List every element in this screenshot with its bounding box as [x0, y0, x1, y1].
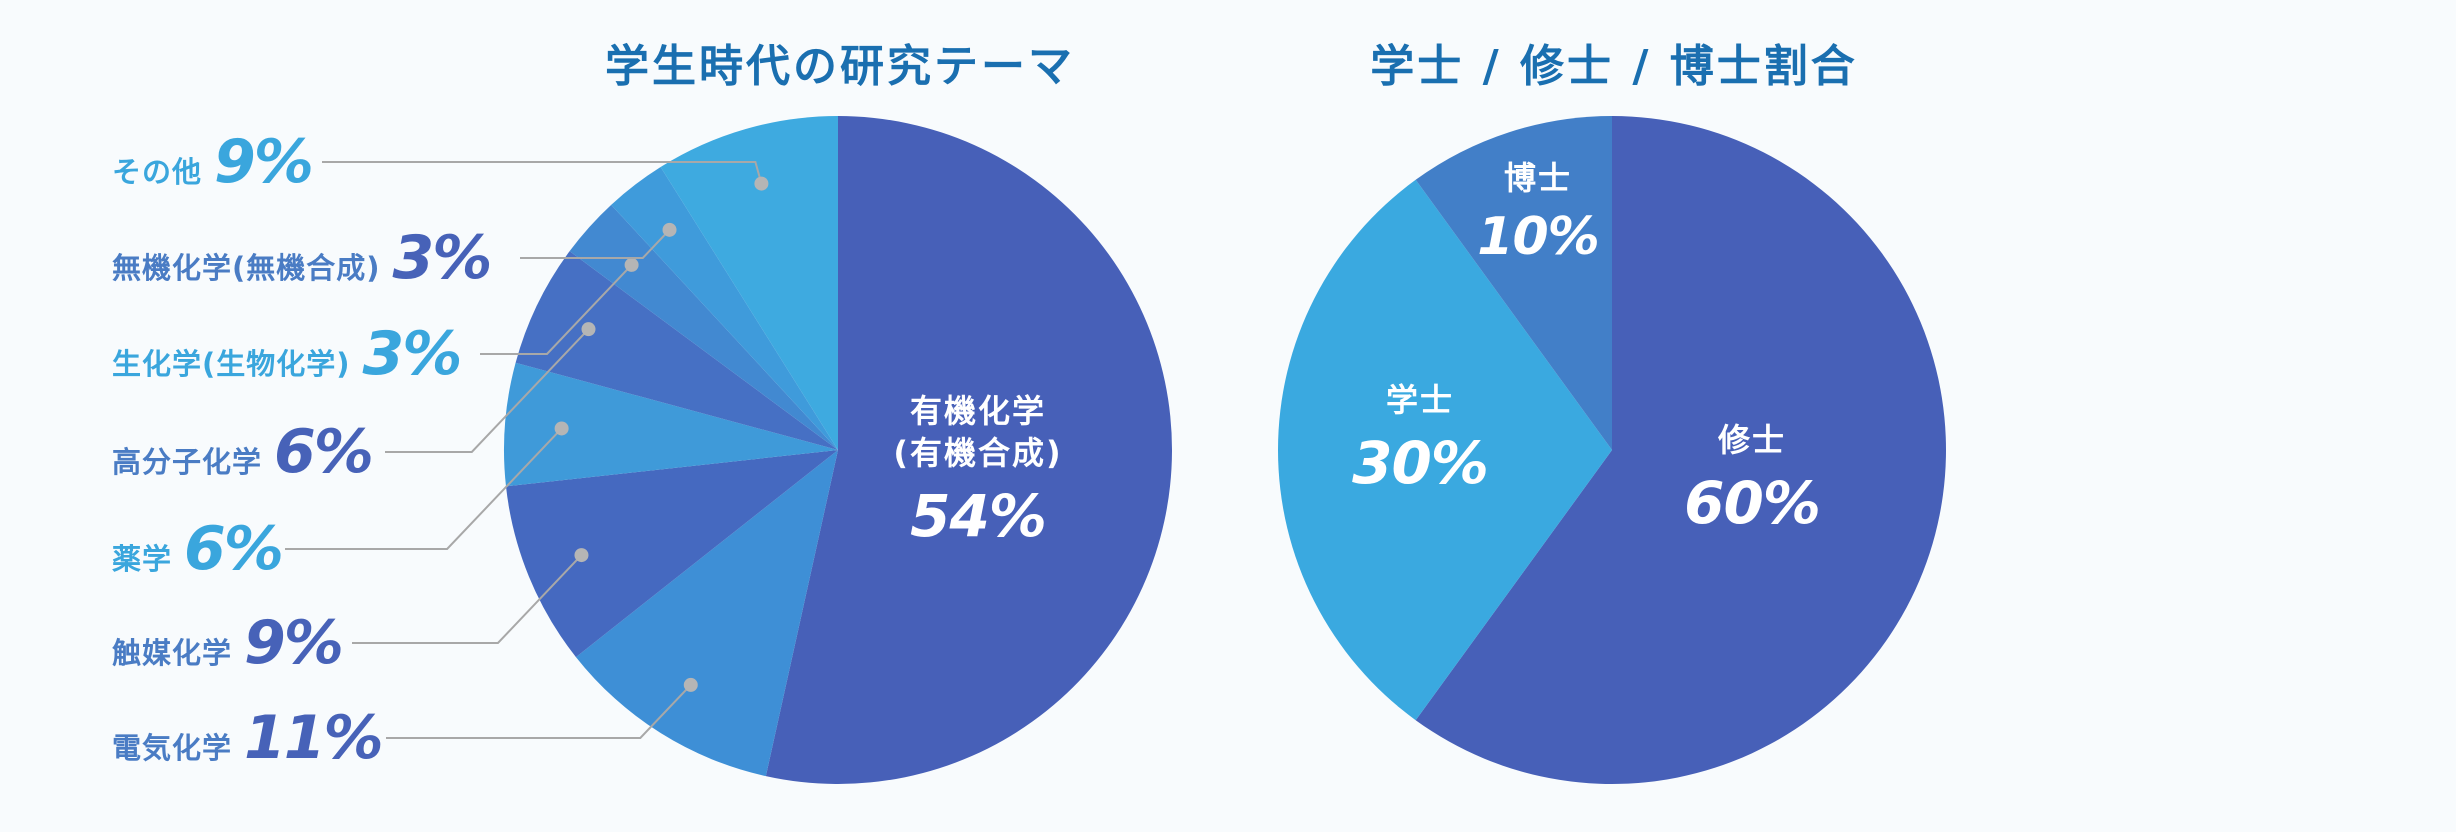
label-other-value: 9% [214, 127, 314, 197]
label-polymer: 高分子化学 6% [112, 417, 374, 487]
label-master-value: 60% [1684, 469, 1821, 537]
label-inorganic-value: 3% [392, 223, 493, 293]
label-catalysis-value: 9% [244, 608, 344, 678]
chart1-slice-2 [505, 450, 838, 658]
label-doctor-name: 博士 [1503, 159, 1572, 197]
label-biochem-value: 3% [362, 319, 463, 389]
leader-line-4 [385, 328, 590, 453]
chart1-slice-3 [504, 362, 838, 487]
leader-line-1 [386, 684, 692, 739]
chart1-title: 学生時代の研究テーマ [605, 41, 1075, 92]
label-catalysis: 触媒化学 9% [112, 608, 344, 678]
label-pharmacy: 薬学 6% [112, 514, 284, 584]
leader-dot-4 [581, 322, 596, 337]
label-catalysis-name: 触媒化学 [112, 636, 233, 670]
label-master: 修士 60% [1684, 419, 1821, 537]
label-polymer-value: 6% [274, 417, 374, 487]
leader-dot-7 [754, 176, 769, 191]
chart2-slice-0 [1415, 116, 1946, 784]
label-master-name: 修士 [1717, 421, 1787, 459]
label-doctor-value: 10% [1477, 207, 1599, 267]
leader-dot-6 [662, 222, 677, 237]
label-other: その他 9% [112, 127, 314, 197]
chart1-slice-7 [660, 116, 838, 450]
label-pharmacy-value: 6% [184, 514, 284, 584]
label-pharmacy-name: 薬学 [112, 542, 173, 576]
label-inorganic-name: 無機化学(無機合成) [112, 251, 381, 285]
leader-line-7 [322, 161, 763, 184]
label-bachelor-name: 学士 [1385, 381, 1455, 419]
label-biochem-name: 生化学(生物化学) [112, 347, 351, 381]
chart2-slice-2 [1415, 116, 1612, 450]
chart2-slice-1 [1278, 179, 1612, 721]
label-electrochem-name: 電気化学 [112, 731, 233, 765]
chart2-title: 学士 / 修士 / 博士割合 [1370, 41, 1858, 92]
chart1-slice-1 [575, 450, 838, 777]
label-bachelor: 学士 30% [1352, 379, 1489, 497]
label-organic: 有機化学 (有機合成) 54% [893, 390, 1062, 550]
leader-line-3 [285, 427, 563, 550]
label-organic-name: 有機化学 (有機合成) [893, 392, 1063, 472]
leader-dot-5 [624, 257, 639, 272]
leader-line-2 [352, 554, 583, 644]
label-organic-value: 54% [910, 482, 1047, 550]
leader-line-5 [480, 264, 633, 355]
label-biochem: 生化学(生物化学) 3% [112, 319, 463, 389]
label-electrochem-value: 11% [244, 703, 384, 773]
leader-dot-1 [683, 677, 698, 692]
chart1-slice-0 [765, 116, 1172, 785]
label-electrochem: 電気化学 11% [112, 703, 384, 773]
label-bachelor-value: 30% [1352, 429, 1489, 497]
chart1-slice-6 [611, 166, 838, 450]
label-doctor: 博士 10% [1477, 157, 1599, 267]
leader-dot-2 [574, 548, 589, 563]
label-other-name: その他 [112, 155, 203, 189]
leader-dot-3 [554, 421, 569, 436]
leader-line-6 [520, 229, 671, 259]
label-polymer-name: 高分子化学 [112, 445, 263, 479]
label-inorganic: 無機化学(無機合成) 3% [112, 223, 493, 293]
